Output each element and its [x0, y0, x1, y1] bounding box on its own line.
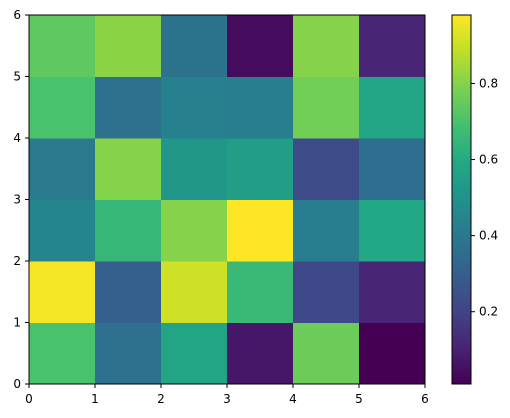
- heatmap-cell: [29, 138, 96, 200]
- heatmap-cell: [227, 138, 294, 200]
- heatmap-cell: [227, 322, 294, 385]
- heatmap-cell: [359, 138, 426, 200]
- heatmap-cell: [95, 322, 162, 385]
- x-tick-label: 4: [289, 392, 297, 406]
- y-tick-label: 4: [13, 131, 21, 145]
- heatmap-cell: [161, 76, 228, 139]
- heatmap-cell: [29, 199, 96, 262]
- heatmap-cell: [359, 15, 426, 77]
- heatmap-cell: [293, 15, 360, 77]
- y-tick-label: 6: [13, 8, 21, 22]
- x-tick-label: 0: [25, 392, 33, 406]
- heatmap-cell: [161, 261, 228, 323]
- heatmap-cell: [95, 199, 162, 262]
- heatmap-cell: [359, 199, 426, 262]
- colorbar: 0.2 0.4 0.6 0.8: [451, 14, 498, 385]
- colorbar-tick-label: 0.8: [479, 76, 498, 90]
- heatmap-cell: [227, 261, 294, 323]
- heatmap-cell: [95, 138, 162, 200]
- heatmap-cell: [161, 199, 228, 262]
- heatmap-cell: [227, 76, 294, 139]
- heatmap-cell: [29, 76, 96, 139]
- heatmap-cell: [95, 261, 162, 323]
- y-tick-label: 3: [13, 193, 21, 207]
- y-axis: 0 1 2 3 4 5 6: [13, 8, 29, 391]
- heatmap-cell: [359, 322, 426, 385]
- x-axis: 0 1 2 3 4 5 6: [25, 384, 429, 406]
- x-tick-label: 3: [223, 392, 231, 406]
- y-tick-label: 0: [13, 377, 21, 391]
- x-tick-label: 6: [421, 392, 429, 406]
- x-tick-label: 5: [355, 392, 363, 406]
- heatmap-cell: [293, 76, 360, 139]
- heatmap-cell: [227, 15, 294, 77]
- heatmap-cells: [29, 15, 426, 385]
- heatmap-cell: [161, 15, 228, 77]
- heatmap-cell: [293, 261, 360, 323]
- heatmap-cell: [161, 322, 228, 385]
- heatmap-cell: [29, 261, 96, 323]
- colorbar-tick-label: 0.2: [479, 305, 498, 319]
- y-tick-label: 2: [13, 254, 21, 268]
- heatmap-cell: [293, 199, 360, 262]
- heatmap-cell: [161, 138, 228, 200]
- heatmap-cell: [29, 322, 96, 385]
- heatmap-cell: [227, 199, 294, 262]
- heatmap-cell: [95, 76, 162, 139]
- heatmap-cell: [95, 15, 162, 77]
- heatmap-cell: [359, 261, 426, 323]
- x-tick-label: 1: [91, 392, 99, 406]
- x-tick-label: 2: [157, 392, 165, 406]
- heatmap-cell: [29, 15, 96, 77]
- colorbar-tick-label: 0.6: [479, 153, 498, 167]
- heatmap-cell: [293, 322, 360, 385]
- colorbar-frame: [451, 14, 472, 385]
- y-tick-label: 5: [13, 70, 21, 84]
- heatmap-cell: [359, 76, 426, 139]
- y-tick-label: 1: [13, 316, 21, 330]
- heatmap-cell: [293, 138, 360, 200]
- colorbar-tick-label: 0.4: [479, 229, 498, 243]
- colorbar-gradient: [452, 15, 471, 384]
